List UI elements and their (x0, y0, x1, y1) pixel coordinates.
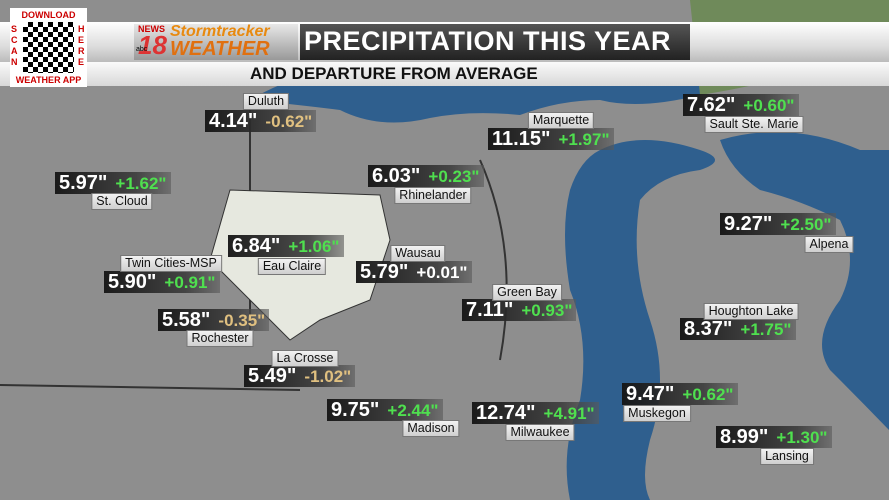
departure: +1.62" (115, 174, 167, 193)
precipitation: 7.62" (687, 94, 736, 116)
station-name: Duluth (242, 93, 290, 110)
departure: +0.62" (682, 385, 734, 404)
logo-number: 18 (138, 30, 167, 60)
precipitation: 12.74" (476, 402, 536, 424)
qr-code (23, 22, 74, 73)
precipitation: 9.75" (331, 399, 380, 421)
departure: +0.01" (416, 263, 468, 282)
station-name: Rhinelander (394, 187, 472, 204)
value-box: 7.62" +0.60" (683, 94, 799, 116)
station-name: Lansing (760, 448, 814, 465)
departure: +1.97" (558, 130, 610, 149)
value-box: 9.27" +2.50" (720, 213, 836, 235)
value-box: 5.49" -1.02" (244, 365, 356, 387)
value-box: 8.37" +1.75" (680, 318, 796, 340)
station-name: Marquette (527, 112, 595, 129)
value-box: 9.75" +2.44" (327, 399, 443, 421)
value-box: 6.03" +0.23" (368, 165, 484, 187)
logo-weather: WEATHER (170, 38, 270, 60)
logo-news: NEWS (138, 24, 165, 34)
value-box: 5.79" +0.01" (356, 261, 472, 283)
qr-left: SCAN (11, 24, 18, 67)
station-name: Houghton Lake (703, 303, 799, 320)
departure: +0.60" (743, 96, 795, 115)
precipitation: 8.37" (684, 318, 733, 340)
station-name: Milwaukee (505, 424, 575, 441)
title: PRECIPITATION THIS YEAR (304, 26, 672, 56)
precipitation: 9.27" (724, 213, 773, 235)
precipitation: 5.58" (162, 309, 211, 331)
departure: +0.91" (164, 273, 216, 292)
precipitation: 5.90" (108, 271, 157, 293)
departure: -0.62" (265, 112, 313, 131)
station-name: Madison (402, 420, 460, 437)
logo: NEWS 18 abc Stormtracker WEATHER (134, 23, 298, 60)
value-box: 5.90" +0.91" (104, 271, 220, 293)
departure: -1.02" (304, 367, 352, 386)
value-box: 12.74" +4.91" (472, 402, 599, 424)
precipitation: 5.79" (360, 261, 409, 283)
station-name: Alpena (804, 236, 854, 253)
departure: -0.35" (218, 311, 266, 330)
departure: +4.91" (543, 404, 595, 423)
value-box: 4.14" -0.62" (205, 110, 317, 132)
station-name: Twin Cities-MSP (120, 255, 222, 272)
precipitation: 5.97" (59, 172, 108, 194)
precipitation: 6.84" (232, 235, 281, 257)
value-box: 7.11" +0.93" (462, 299, 577, 321)
title-box (300, 24, 690, 60)
departure: +0.93" (521, 301, 573, 320)
departure: +1.06" (288, 237, 340, 256)
precipitation: 7.11" (466, 299, 514, 321)
precipitation: 6.03" (372, 165, 421, 187)
precipitation: 11.15" (492, 128, 551, 150)
value-box: 5.97" +1.62" (55, 172, 171, 194)
station-name: Green Bay (492, 284, 562, 301)
value-box: 5.58" -0.35" (158, 309, 270, 331)
station-name: Sault Ste. Marie (704, 116, 804, 133)
departure: +2.50" (780, 215, 832, 234)
station-name: La Crosse (271, 350, 339, 367)
subtitle: AND DEPARTURE FROM AVERAGE (250, 64, 538, 83)
station-name: Rochester (186, 330, 254, 347)
departure: +0.23" (428, 167, 480, 186)
lake-huron (720, 132, 889, 430)
qr-bottom: WEATHER APP (15, 75, 82, 85)
qr-box[interactable]: DOWNLOAD SCAN HERE WEATHER APP (10, 8, 87, 87)
station-name: St. Cloud (91, 193, 153, 210)
qr-top: DOWNLOAD (21, 10, 76, 20)
qr-right: HERE (78, 24, 85, 67)
precipitation: 8.99" (720, 426, 769, 448)
value-box: 11.15" +1.97" (488, 128, 614, 150)
precipitation: 4.14" (209, 110, 258, 132)
logo-brand: Stormtracker (170, 23, 270, 40)
subtitle-bar (0, 62, 889, 86)
station-name: Wausau (390, 245, 446, 262)
departure: +1.75" (740, 320, 792, 339)
logo-network: abc (136, 46, 148, 53)
precipitation: 5.49" (248, 365, 297, 387)
station-name: Muskegon (623, 405, 691, 422)
value-box: 8.99" +1.30" (716, 426, 832, 448)
departure: +2.44" (387, 401, 439, 420)
departure: +1.30" (776, 428, 828, 447)
value-box: 6.84" +1.06" (228, 235, 344, 257)
lake-michigan (565, 140, 715, 500)
value-box: 9.47" +0.62" (622, 383, 738, 405)
precipitation: 9.47" (626, 383, 675, 405)
station-name: Eau Claire (257, 258, 327, 275)
